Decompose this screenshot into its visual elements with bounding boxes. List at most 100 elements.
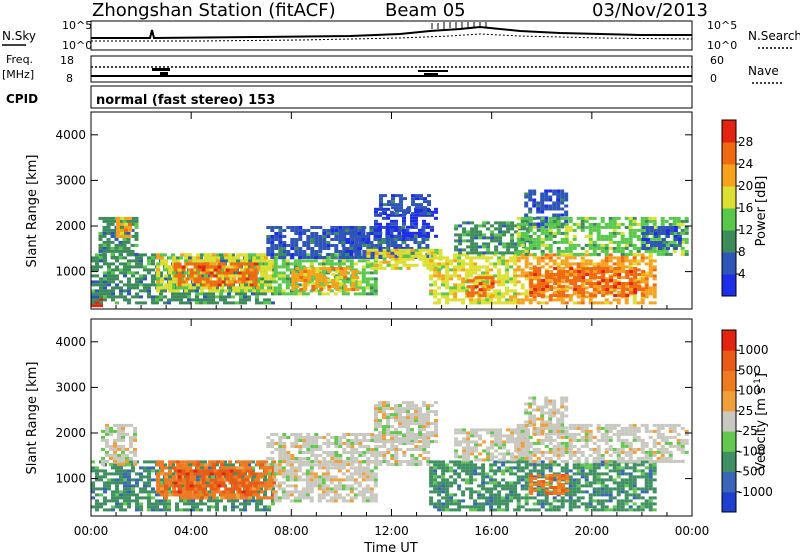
- heatmap-cell: [672, 219, 677, 223]
- heatmap-cell: [461, 253, 466, 257]
- heatmap-cell: [581, 288, 586, 291]
- heatmap-cell: [125, 456, 129, 460]
- heatmap-cell: [95, 502, 99, 506]
- heatmap-cell: [572, 268, 577, 272]
- heatmap-cell: [369, 292, 374, 296]
- heatmap-cell: [281, 472, 286, 476]
- heatmap-cell: [577, 285, 582, 288]
- heatmap-cell: [114, 243, 119, 247]
- heatmap-cell: [353, 487, 358, 491]
- heatmap-cell: [528, 210, 533, 214]
- heatmap-cell: [417, 247, 422, 250]
- heatmap-cell: [123, 478, 127, 482]
- heatmap-cell: [223, 463, 227, 467]
- heatmap-cell: [95, 478, 99, 482]
- heatmap-cell: [201, 487, 206, 491]
- heatmap-cell: [143, 268, 147, 272]
- heatmap-cell: [278, 232, 283, 235]
- heatmap-cell: [528, 246, 533, 250]
- heatmap-cell: [179, 508, 183, 512]
- heatmap-cell: [629, 285, 634, 288]
- heatmap-cell: [301, 487, 306, 491]
- heatmap-cell: [121, 438, 125, 442]
- heatmap-cell: [103, 280, 107, 284]
- heatmap-cell: [264, 463, 269, 467]
- heatmap-cell: [568, 271, 573, 275]
- heatmap-cell: [184, 271, 189, 275]
- heatmap-cell: [600, 246, 605, 250]
- heatmap-cell: [270, 439, 275, 442]
- heatmap-cell: [536, 207, 541, 211]
- heatmap-cell: [301, 478, 306, 482]
- heatmap-cell: [160, 487, 165, 491]
- heatmap-cell: [357, 253, 362, 256]
- beam-label: Beam 05: [385, 0, 466, 21]
- heatmap-cell: [349, 232, 354, 235]
- heatmap-cell: [235, 259, 239, 263]
- heatmap-cell: [353, 274, 358, 278]
- heatmap-cell: [207, 466, 211, 470]
- heatmap-cell: [244, 256, 249, 260]
- heatmap-cell: [565, 273, 570, 276]
- heatmap-cell: [147, 490, 151, 494]
- heatmap-cell: [624, 237, 629, 241]
- heatmap-cell: [604, 234, 609, 238]
- heatmap-cell: [357, 469, 362, 473]
- heatmap-cell: [378, 228, 382, 232]
- heatmap-cell: [252, 256, 257, 260]
- heatmap-cell: [110, 234, 115, 238]
- heatmap-cell: [273, 499, 278, 503]
- heatmap-cell: [524, 234, 529, 238]
- heatmap-cell: [391, 206, 395, 210]
- heatmap-cell: [286, 454, 291, 457]
- heatmap-cell: [298, 457, 303, 460]
- heatmap-cell: [204, 466, 209, 470]
- heatmap-cell: [466, 230, 471, 234]
- heatmap-cell: [668, 222, 673, 226]
- heatmap-cell: [111, 481, 115, 485]
- heatmap-cell: [119, 466, 123, 470]
- heatmap-cell: [398, 266, 403, 270]
- heatmap-cell: [636, 228, 641, 232]
- heatmap-cell: [461, 298, 466, 302]
- heatmap-cell: [437, 292, 442, 296]
- heatmap-cell: [297, 499, 302, 503]
- heatmap-cell: [596, 237, 601, 241]
- heatmap-cell: [561, 267, 566, 270]
- heatmap-cell: [110, 246, 115, 250]
- heatmap-cell: [617, 291, 622, 294]
- heatmap-cell: [278, 247, 283, 250]
- heatmap-cell: [297, 475, 302, 479]
- heatmap-cell: [418, 257, 423, 261]
- heatmap-cell: [673, 226, 678, 229]
- heatmap-cell: [588, 301, 593, 305]
- heatmap-cell: [365, 484, 370, 488]
- heatmap-cell: [600, 219, 605, 223]
- heatmap-cell: [143, 469, 147, 473]
- heatmap-cell: [212, 271, 217, 275]
- heatmap-cell: [212, 253, 217, 257]
- heatmap-cell: [171, 283, 175, 287]
- heatmap-cell: [592, 225, 597, 229]
- heatmap-cell: [123, 490, 127, 494]
- heatmap-cell: [299, 276, 304, 279]
- heatmap-cell: [612, 216, 617, 220]
- heatmap-cell: [616, 265, 621, 269]
- heatmap-cell: [177, 472, 182, 476]
- heatmap-cell: [128, 216, 132, 220]
- heatmap-cell: [506, 245, 511, 249]
- heatmap-cell: [200, 289, 205, 293]
- heatmap-cell: [309, 475, 314, 479]
- heatmap-cell: [637, 285, 642, 288]
- heatmap-cell: [188, 253, 193, 257]
- heatmap-cell: [267, 286, 271, 290]
- heatmap-cell: [91, 481, 95, 485]
- heatmap-cell: [273, 289, 278, 293]
- heatmap-cell: [212, 493, 217, 497]
- heatmap-cell: [134, 243, 139, 247]
- heatmap-cell: [520, 292, 525, 296]
- heatmap-cell: [497, 298, 502, 302]
- heatmap-cell: [540, 198, 545, 202]
- heatmap-cell: [386, 260, 391, 264]
- heatmap-cell: [224, 490, 229, 494]
